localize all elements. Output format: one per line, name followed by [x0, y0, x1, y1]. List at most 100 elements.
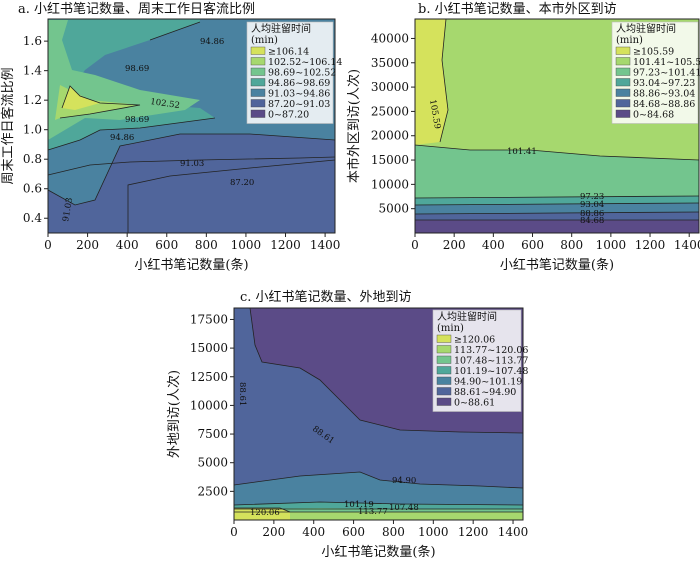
- y-tick-label: 2500: [197, 484, 228, 498]
- axes-b: 0 200 400 600 800 1000 1200 1400 5000 10000 15000 2…: [346, 31, 700, 273]
- contour-label-c-3: 94.90: [392, 476, 416, 486]
- legend-label: 102.52~106.14: [268, 57, 342, 68]
- legend-swatch: [615, 109, 631, 118]
- contour-c-101.19: [233, 501, 524, 506]
- x-axis-label: 小红书笔记数量(条): [500, 257, 614, 273]
- contour-label-b-2: 101.41: [507, 147, 537, 157]
- legend-swatch: [250, 78, 266, 87]
- band-c-1: [234, 308, 523, 520]
- legend-swatch: [615, 99, 631, 108]
- legend-swatch: [615, 78, 631, 87]
- legend-swatch: [250, 109, 266, 118]
- x-tick-label: 600: [155, 238, 178, 252]
- y-tick-label: 17500: [190, 312, 228, 326]
- legend-label: 107.48~113.77: [454, 356, 528, 367]
- y-tick-label: 20000: [371, 129, 409, 143]
- x-tick-label: 400: [116, 238, 139, 252]
- x-tick-label: 0: [411, 238, 419, 252]
- contour-a-91.03: [47, 156, 336, 176]
- contour-label-c-1: 88.61: [237, 382, 247, 406]
- y-tick-label: 40000: [371, 31, 409, 45]
- contour-b-88.86: [414, 211, 700, 215]
- legend-swatch: [250, 88, 266, 97]
- y-tick-label: 35000: [371, 56, 409, 70]
- panel-c-plot: 88.61 88.61 94.90 101.19 107.48 113.77 1…: [233, 307, 524, 521]
- y-tick-label: 15000: [371, 153, 409, 167]
- legend-label: ≥106.14: [268, 47, 309, 58]
- legend-label: 0~87.20: [268, 110, 309, 121]
- band-c-6: [234, 508, 290, 520]
- contour-label-a-2: 98.69: [125, 64, 149, 74]
- legend-swatch: [250, 99, 266, 108]
- y-axis-label: 外地到访(人次): [166, 370, 182, 458]
- legend-swatch: [436, 355, 452, 364]
- legend-swatch: [615, 88, 631, 97]
- panel-a-title: a. 小红书笔记数量、周末工作日客流比例: [18, 1, 255, 17]
- legend-label: 113.77~120.06: [454, 345, 528, 356]
- y-tick-label: 25000: [371, 104, 409, 118]
- band-a-6: [62, 86, 100, 110]
- contour-c-94.90: [233, 471, 524, 489]
- contour-b-97.23: [414, 195, 700, 199]
- x-tick-label: 200: [262, 525, 285, 539]
- contour-label-a-3: 102.52: [150, 97, 181, 111]
- y-tick-label: 1.2: [23, 93, 42, 107]
- contour-label-b-4: 93.04: [580, 200, 604, 210]
- panel-b: b. 小红书笔记数量、本市外区到访 105.59 101.41 97.23 93…: [346, 1, 700, 273]
- axes-frame-c: [233, 307, 524, 521]
- y-tick-label: 1.0: [23, 123, 42, 137]
- contour-b-101.41: [414, 144, 700, 161]
- x-tick-label: 0: [44, 238, 52, 252]
- legend-label: 88.86~93.04: [633, 89, 695, 100]
- axes-frame-a: [47, 18, 336, 234]
- y-tick-label: 1.6: [23, 34, 42, 48]
- contour-label-b-6: 84.68: [580, 216, 604, 226]
- x-tick-label: 800: [560, 238, 583, 252]
- contour-c-120.06: [234, 507, 291, 513]
- legend-a: 人均驻留时间(min)≥106.14102.52~106.1498.69~102…: [246, 21, 342, 124]
- legend-swatch: [436, 397, 452, 406]
- contour-label-a-1: 94.86: [200, 37, 224, 47]
- contour-label-b-5: 88.86: [580, 209, 604, 219]
- y-tick-label: 7500: [197, 427, 228, 441]
- contour-label-c-5: 107.48: [389, 503, 419, 513]
- x-tick-label: 1400: [498, 525, 529, 539]
- legend-swatch: [436, 345, 452, 354]
- legend-label: 0~84.68: [633, 110, 674, 121]
- panel-c: c. 小红书笔记数量、外地到访 88.61 88.61 94.90 101.19…: [166, 289, 528, 560]
- x-tick-label: 1000: [596, 238, 627, 252]
- x-tick-label: 1200: [635, 238, 666, 252]
- legend-label: 98.69~102.52: [268, 68, 336, 79]
- x-tick-label: 600: [521, 238, 544, 252]
- axes-c: 0 200 400 600 800 1000 1200 1400 2500 5000 7500 100…: [166, 312, 528, 560]
- y-tick-label: 1.4: [23, 64, 42, 78]
- legend-title: 人均驻留时间: [251, 22, 311, 35]
- y-tick-label: 0.4: [23, 211, 42, 225]
- legend-label: ≥105.59: [633, 47, 674, 58]
- y-tick-label: 30000: [371, 80, 409, 94]
- x-tick-label: 1000: [418, 525, 449, 539]
- contour-a-94.86-low: [47, 133, 336, 206]
- x-tick-label: 200: [76, 238, 99, 252]
- legend-label: 93.04~97.23: [633, 78, 695, 89]
- x-tick-label: 200: [443, 238, 466, 252]
- contour-label-b-3: 97.23: [580, 192, 604, 202]
- legend-label: 0~88.61: [454, 398, 495, 409]
- legend-swatch: [615, 46, 631, 55]
- legend-title: 人均驻留时间: [437, 310, 497, 323]
- legend-title-unit: (min): [251, 35, 278, 46]
- axes-a: 0 200 400 600 800 1000 1200 1400 0.4 0.6 0.8 1.0 1.2…: [0, 34, 340, 273]
- axes-frame-b: [414, 18, 700, 234]
- band-c-5: [234, 512, 523, 520]
- y-tick-label: 10000: [190, 398, 228, 412]
- legend-swatch: [436, 376, 452, 385]
- contour-label-c-7: 120.06: [250, 508, 280, 518]
- legend-swatch: [436, 366, 452, 375]
- legend-b: 人均驻留时间(min)≥105.59101.41~105.5997.23~101…: [611, 21, 700, 124]
- legend-swatch: [615, 67, 631, 76]
- legend-label: 94.90~101.19: [454, 377, 522, 388]
- legend-label: 84.68~88.86: [633, 99, 695, 110]
- legend-label: 97.23~101.41: [633, 68, 700, 79]
- x-tick-label: 400: [482, 238, 505, 252]
- legend-swatch: [250, 57, 266, 66]
